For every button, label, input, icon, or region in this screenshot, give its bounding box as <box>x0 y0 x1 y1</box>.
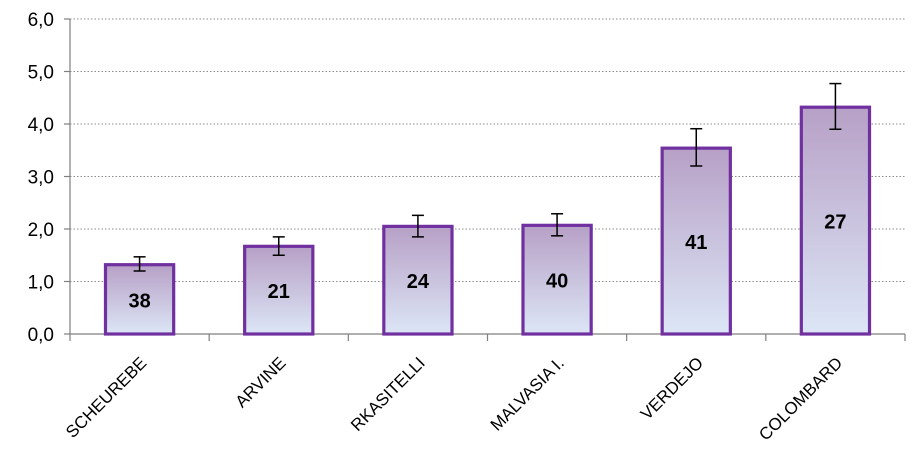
x-category-label: VERDEJO <box>637 353 707 423</box>
y-tick-label: 2,0 <box>28 220 54 241</box>
bar-data-label: 38 <box>128 290 150 312</box>
bar-data-label: 21 <box>268 281 290 303</box>
bars <box>103 82 872 336</box>
bar <box>521 223 593 336</box>
y-tick-label: 1,0 <box>28 273 54 294</box>
bar-data-label: 24 <box>407 271 430 293</box>
bar-data-label: 27 <box>824 212 846 234</box>
bar <box>660 146 732 336</box>
y-tick-label: 6,0 <box>28 10 54 31</box>
x-category-label: RKASITELLI <box>347 353 429 435</box>
x-category-label: SCHEUREBE <box>62 353 150 441</box>
x-category-label: ARVINE <box>232 353 290 411</box>
y-tick-label: 3,0 <box>28 168 54 189</box>
x-category-label: COLOMBARD <box>755 353 846 444</box>
y-tick-label: 5,0 <box>28 63 54 84</box>
x-category-label: MALVASIA I. <box>487 353 568 434</box>
gridlines <box>70 18 905 282</box>
y-tick-label: 4,0 <box>28 115 54 136</box>
y-tick-label: 0,0 <box>28 325 54 346</box>
bar-data-label: 40 <box>546 271 568 293</box>
bar-data-label: 41 <box>685 232 707 254</box>
bar <box>799 105 872 336</box>
bar <box>243 244 315 336</box>
axes <box>64 18 906 341</box>
